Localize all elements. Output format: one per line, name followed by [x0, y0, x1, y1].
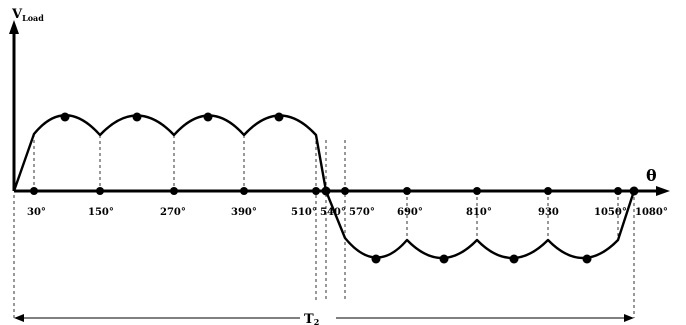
- period-label-main: T: [304, 312, 314, 325]
- peak-dot: [132, 112, 142, 122]
- trough-dot: [509, 254, 519, 264]
- x-axis-arrowhead: [656, 186, 670, 196]
- peak-dot: [274, 112, 284, 122]
- tick-label: 1080°: [635, 207, 668, 218]
- period-arrowhead-right: [624, 314, 634, 322]
- x-axis-label: θ: [646, 166, 657, 185]
- period-label: T2: [304, 312, 319, 325]
- tick-label: 150°: [88, 207, 114, 218]
- period-arrowhead-left: [14, 314, 24, 322]
- tick-label: 390°: [231, 207, 257, 218]
- y-axis-arrowhead: [9, 20, 19, 34]
- axis-dot: [240, 187, 248, 195]
- axis-dot: [341, 187, 349, 195]
- trough-dot: [582, 254, 592, 264]
- tick-label: 1050°: [594, 207, 627, 218]
- peak-dot: [203, 112, 213, 122]
- period-label-sub: 2: [314, 317, 320, 325]
- trough-dot: [371, 254, 381, 264]
- axis-dot: [614, 187, 622, 195]
- tick-label: 270°: [160, 207, 186, 218]
- axis-dot: [96, 187, 104, 195]
- y-axis-label: VLoad: [11, 7, 44, 23]
- peak-dot: [60, 112, 70, 122]
- axis-dot: [403, 187, 411, 195]
- tick-label: 810°: [466, 207, 492, 218]
- axis-dot: [321, 186, 331, 196]
- negative-peak-dots: [371, 254, 592, 264]
- load-voltage-waveform: [12, 114, 636, 260]
- y-axis-label-main: V: [11, 7, 23, 22]
- tick-label: 690°: [397, 207, 423, 218]
- tick-label: 540°: [320, 207, 346, 218]
- tick-label: 570°: [349, 207, 375, 218]
- tick-label: 30°: [27, 207, 46, 218]
- tick-label: 510°: [291, 207, 317, 218]
- y-axis-label-sub: Load: [22, 13, 44, 23]
- axis-dot: [30, 187, 38, 195]
- positive-peak-dots: [60, 112, 284, 122]
- axis-dot: [629, 186, 639, 196]
- tick-labels: 30° 150° 270° 390° 510° 540° 570° 690° 8…: [27, 207, 668, 218]
- axis-dot: [544, 187, 552, 195]
- guide-lines: [13, 134, 635, 318]
- tick-label: 930: [538, 207, 559, 218]
- axis-dot: [473, 187, 481, 195]
- axis-dots: [30, 186, 639, 196]
- axis-dot: [312, 187, 320, 195]
- axis-dot: [170, 187, 178, 195]
- trough-dot: [439, 254, 449, 264]
